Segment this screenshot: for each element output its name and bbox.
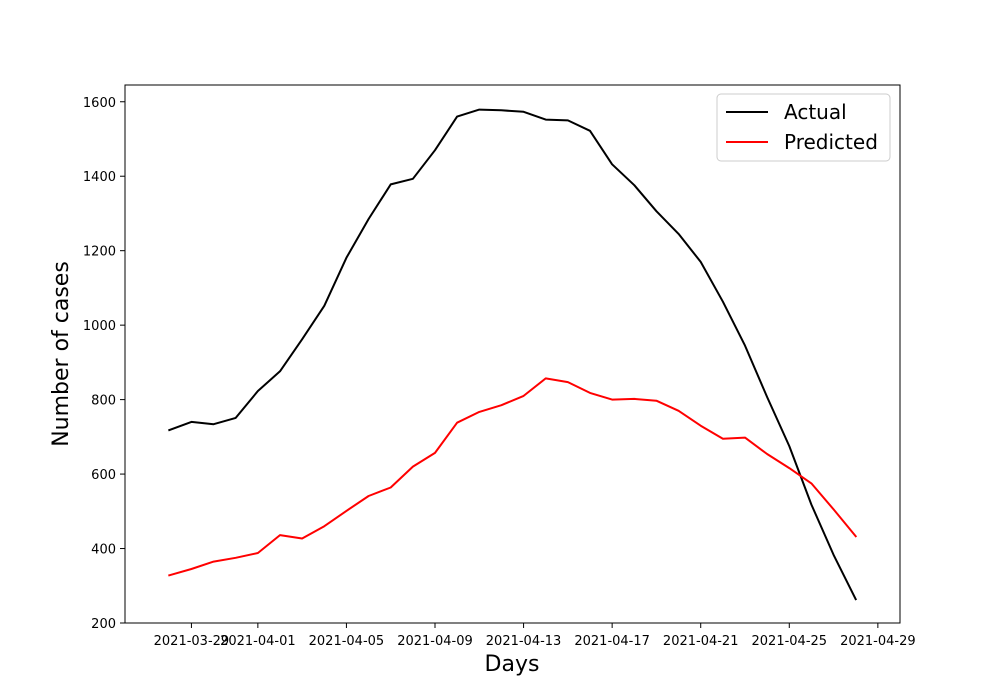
x-tick-label: 2021-04-29 xyxy=(840,634,916,649)
y-tick-label: 800 xyxy=(91,394,116,409)
x-tick-label: 2021-04-25 xyxy=(752,634,828,649)
legend: Actual Predicted xyxy=(716,93,891,162)
y-tick-label: 1200 xyxy=(83,245,116,260)
legend-label-predicted: Predicted xyxy=(784,130,878,154)
x-tick-label: 2021-04-09 xyxy=(397,634,473,649)
y-axis-title: Number of cases xyxy=(49,261,74,447)
series-layer xyxy=(168,108,858,601)
y-tick-label: 600 xyxy=(91,468,116,483)
y-tick-label: 400 xyxy=(91,543,116,558)
x-tick-label: 2021-04-13 xyxy=(486,634,562,649)
y-tick-label: 1600 xyxy=(83,96,116,111)
plot-area xyxy=(125,85,900,623)
x-tick-label: 2021-04-05 xyxy=(309,634,385,649)
legend-label-actual: Actual xyxy=(784,100,847,124)
y-axis: 200 400 600 800 1000 1200 1400 1600 xyxy=(83,96,125,632)
x-axis-title: Days xyxy=(485,652,540,677)
x-tick-label: 2021-04-21 xyxy=(663,634,739,649)
x-tick-label: 2021-03-29 xyxy=(154,634,230,649)
series-line-actual xyxy=(168,108,858,601)
plot-frame xyxy=(124,84,901,624)
y-tick-label: 1400 xyxy=(83,170,116,185)
plot-background xyxy=(125,85,900,623)
y-tick-label: 1000 xyxy=(83,319,116,334)
x-tick-label: 2021-04-17 xyxy=(574,634,650,649)
y-tick-label: 200 xyxy=(91,617,116,632)
series-line-predicted xyxy=(168,377,858,577)
x-tick-label: 2021-04-01 xyxy=(220,634,296,649)
legend-box xyxy=(716,93,891,162)
